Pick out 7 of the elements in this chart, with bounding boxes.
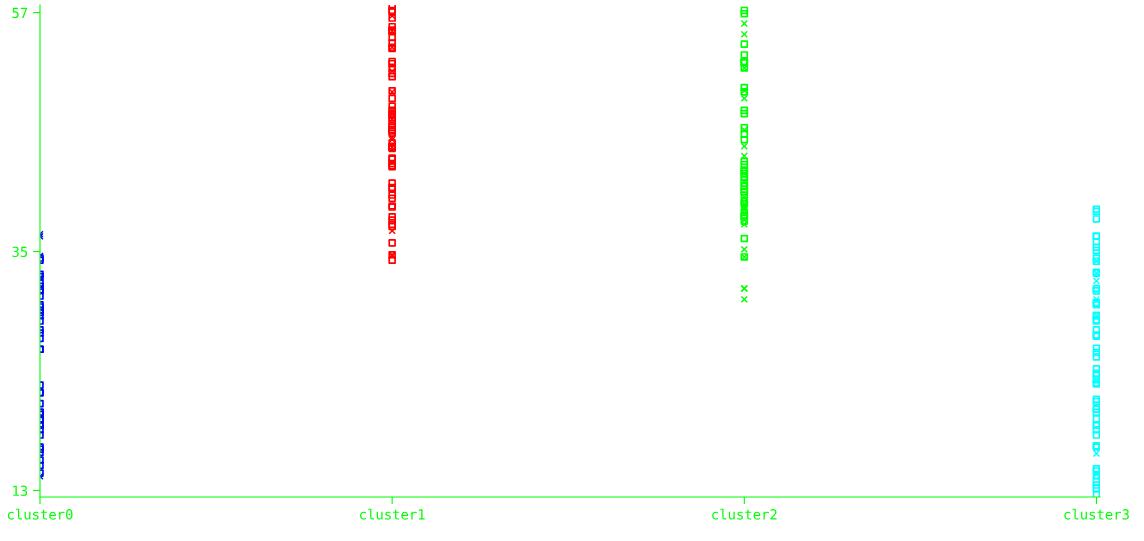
x-tick-label: cluster1	[360, 508, 425, 520]
x-tick-label: cluster3	[1064, 508, 1129, 520]
x-tick-label: cluster2	[712, 508, 777, 520]
x-tick-label: cluster0	[7, 508, 73, 520]
y-tick-label: 35	[12, 246, 28, 258]
y-tick-label: 57	[12, 7, 28, 19]
y-tick-label: 13	[13, 485, 28, 496]
